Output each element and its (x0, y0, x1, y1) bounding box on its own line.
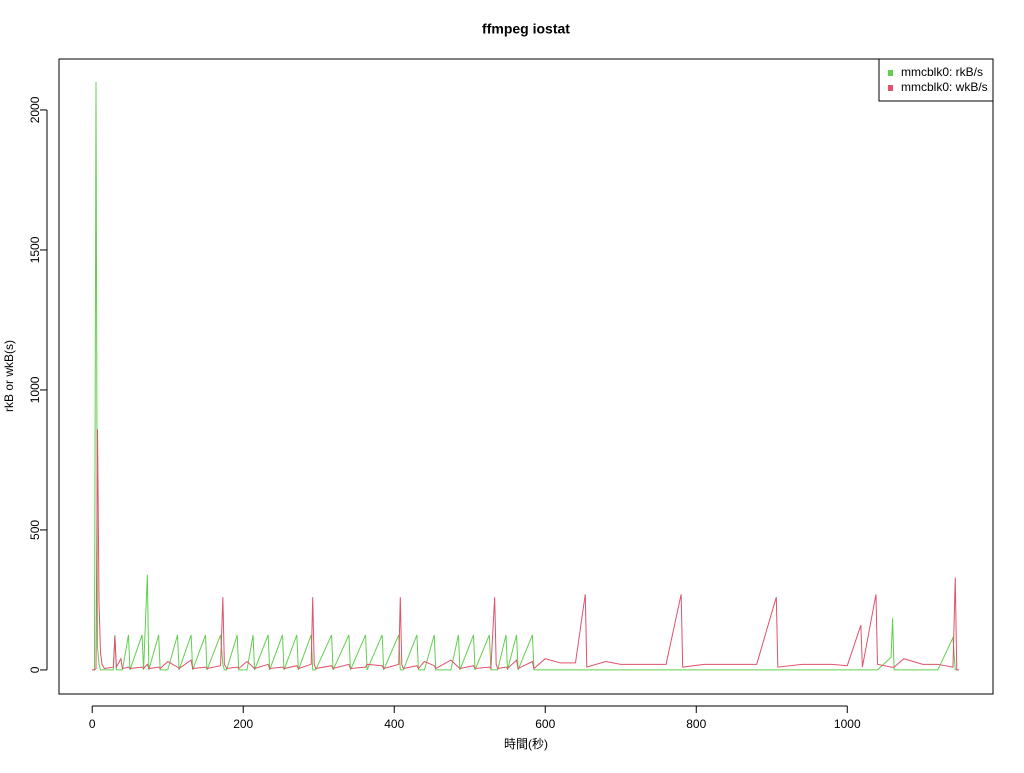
legend-label: mmcblk0: wkB/s (901, 80, 988, 94)
chart-title: ffmpeg iostat (482, 21, 570, 37)
y-tick-label: 1000 (28, 376, 42, 403)
y-tick-label: 2000 (28, 96, 42, 123)
series-line (92, 81, 960, 671)
x-tick-label: 800 (686, 717, 706, 731)
x-tick-label: 0 (89, 717, 96, 731)
x-tick-label: 600 (535, 717, 555, 731)
plot-frame (58, 58, 994, 695)
x-axis-label: 時間(秒) (504, 737, 548, 751)
legend-marker (888, 70, 893, 76)
legend-box (878, 58, 994, 102)
series-line (92, 429, 960, 671)
x-tick-label: 200 (233, 717, 253, 731)
y-tick-label: 0 (28, 666, 42, 673)
x-tick-label: 400 (384, 717, 404, 731)
y-tick-label: 500 (28, 520, 42, 540)
y-axis-label: rkB or wkB(s) (2, 340, 16, 412)
legend-label: mmcblk0: rkB/s (901, 65, 983, 79)
x-tick-label: 1000 (834, 717, 861, 731)
y-tick-label: 1500 (28, 236, 42, 263)
legend-marker (888, 85, 893, 91)
